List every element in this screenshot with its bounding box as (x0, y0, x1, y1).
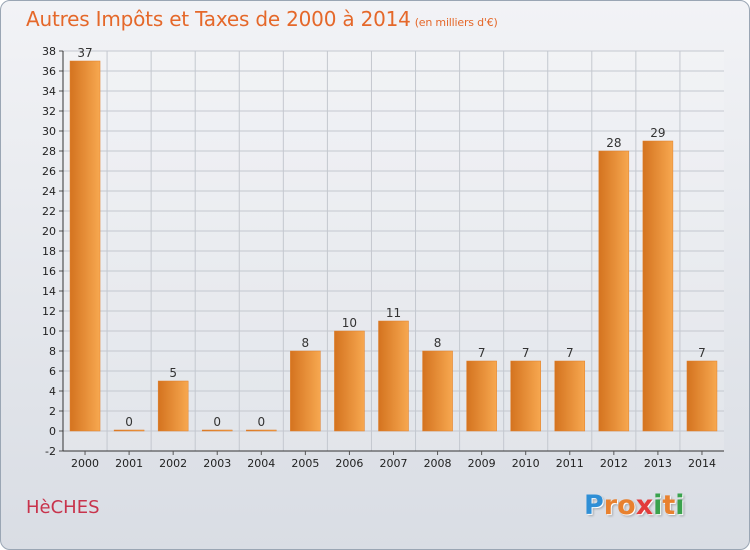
data-label-2003: 0 (213, 415, 221, 429)
y-tick-label: 16 (42, 265, 56, 278)
logo-letter: x (635, 490, 654, 521)
logo-letter: i (675, 490, 685, 521)
chart-title-text: Autres Impôts et Taxes de 2000 à 2014 (26, 7, 411, 31)
x-tick-label-2010: 2010 (512, 457, 540, 470)
commune-name: HèCHES (26, 497, 100, 518)
x-tick-label-2013: 2013 (644, 457, 672, 470)
y-tick-label: 10 (42, 325, 56, 338)
logo-letter: P (584, 490, 604, 521)
bar-2003 (201, 429, 233, 432)
data-label-2012: 28 (606, 136, 621, 150)
x-tick-label-2007: 2007 (380, 457, 408, 470)
y-tick-label: 14 (42, 285, 56, 298)
x-tick-label-2001: 2001 (115, 457, 143, 470)
bar-2010 (510, 360, 541, 432)
data-label-2000: 37 (77, 46, 92, 60)
bar-2009 (466, 360, 497, 432)
y-tick-label: 0 (49, 425, 56, 438)
data-label-2004: 0 (257, 415, 265, 429)
data-label-2013: 29 (650, 126, 665, 140)
proxiti-logo: Proxiti (584, 490, 685, 521)
logo-letter: r (603, 490, 618, 521)
labels: 37 0 5 0 0 8 10 11 8 7 7 7 28 29 7 (77, 46, 705, 429)
data-label-2011: 7 (566, 346, 574, 360)
x-tick-label-2006: 2006 (335, 457, 363, 470)
data-label-2006: 10 (342, 316, 357, 330)
bar-2006 (334, 330, 365, 432)
y-tick-label: 6 (49, 365, 56, 378)
bar-2004 (246, 429, 277, 432)
y-tick-label: 34 (42, 85, 56, 98)
y-tick-label: 30 (42, 125, 56, 138)
y-tick-label: 4 (49, 385, 56, 398)
bar-2014 (686, 360, 718, 432)
x-tick-label-2012: 2012 (600, 457, 628, 470)
data-label-2014: 7 (698, 346, 706, 360)
y-tick-label: 2 (49, 405, 56, 418)
y-tick-label: 12 (42, 305, 56, 318)
chart-title: Autres Impôts et Taxes de 2000 à 2014 (en… (26, 7, 498, 31)
y-tick-label: 36 (42, 65, 56, 78)
x-tick-label-2008: 2008 (424, 457, 452, 470)
y-tick-label: -2 (45, 445, 56, 458)
y-tick-label: 18 (42, 245, 56, 258)
data-label-2010: 7 (522, 346, 530, 360)
logo-letter: o (617, 490, 636, 521)
data-label-2009: 7 (478, 346, 486, 360)
data-label-2002: 5 (169, 366, 177, 380)
bar-2007 (378, 320, 409, 432)
bar-2012 (598, 150, 630, 432)
bar-2002 (157, 380, 189, 432)
bar-2001 (113, 429, 145, 432)
y-tick-label: 22 (42, 205, 56, 218)
y-tick-label: 28 (42, 145, 56, 158)
bar-2000 (69, 60, 101, 432)
x-tick-label-2005: 2005 (291, 457, 319, 470)
x-tick-label-2002: 2002 (159, 457, 187, 470)
bars (69, 60, 718, 432)
x-tick-label-2004: 2004 (247, 457, 275, 470)
y-tick-label: 32 (42, 105, 56, 118)
y-tick-label: 24 (42, 185, 56, 198)
logo-letter: i (653, 490, 663, 521)
bar-2011 (554, 360, 586, 432)
x-tick-label-2011: 2011 (556, 457, 584, 470)
x-tick-label-2014: 2014 (688, 457, 716, 470)
data-label-2005: 8 (302, 336, 310, 350)
bar-2008 (422, 350, 453, 432)
data-label-2008: 8 (434, 336, 442, 350)
axes: -202468101214161820222426283032343638200… (42, 45, 724, 470)
bar-2013 (642, 140, 674, 432)
data-label-2007: 11 (386, 306, 401, 320)
y-tick-label: 20 (42, 225, 56, 238)
y-tick-label: 26 (42, 165, 56, 178)
y-tick-label: 38 (42, 45, 56, 58)
data-label-2001: 0 (125, 415, 133, 429)
x-tick-label-2009: 2009 (468, 457, 496, 470)
x-tick-label-2003: 2003 (203, 457, 231, 470)
y-tick-label: 8 (49, 345, 56, 358)
bar-2005 (290, 350, 321, 432)
chart-subtitle: (en milliers d'€) (414, 16, 498, 29)
x-tick-label-2000: 2000 (71, 457, 99, 470)
logo-letter: t (662, 490, 676, 521)
